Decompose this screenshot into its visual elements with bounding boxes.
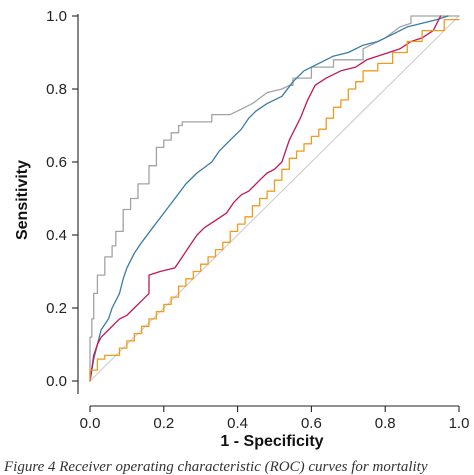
figure-caption: Figure 4 Receiver operating characterist… [3,459,428,475]
x-tick-label: 0.8 [375,415,396,432]
x-tick-label: 0.2 [153,415,174,432]
x-tick-label: 0.6 [301,415,322,432]
reference-line-layer [89,15,460,382]
y-tick-label: 1.0 [46,8,67,25]
x-tick-label: 1.0 [449,415,470,432]
y-tick-label: 0.4 [46,227,67,244]
x-axis-title: 1 - Specificity [220,433,323,450]
y-tick-label: 0.0 [46,373,67,390]
reference-diagonal-line [89,15,460,382]
y-tick-label: 0.8 [46,81,67,98]
x-tick-label: 0.0 [80,415,101,432]
roc-curve-4 [89,18,460,382]
series-layer [89,15,460,382]
roc-curve-3 [89,15,442,382]
x-tick-label: 0.4 [227,415,248,432]
y-tick-label: 0.6 [46,154,67,171]
y-axis-title: Sensitivity [14,160,31,240]
tick-layer: 0.0 0.2 0.4 0.6 0.8 1.0 0.0 0.2 0.4 0.6 0.8 1.0 [46,8,469,432]
roc-curve-2 [89,15,449,382]
roc-curve-1 [89,15,460,382]
y-tick-label: 0.2 [46,300,67,317]
